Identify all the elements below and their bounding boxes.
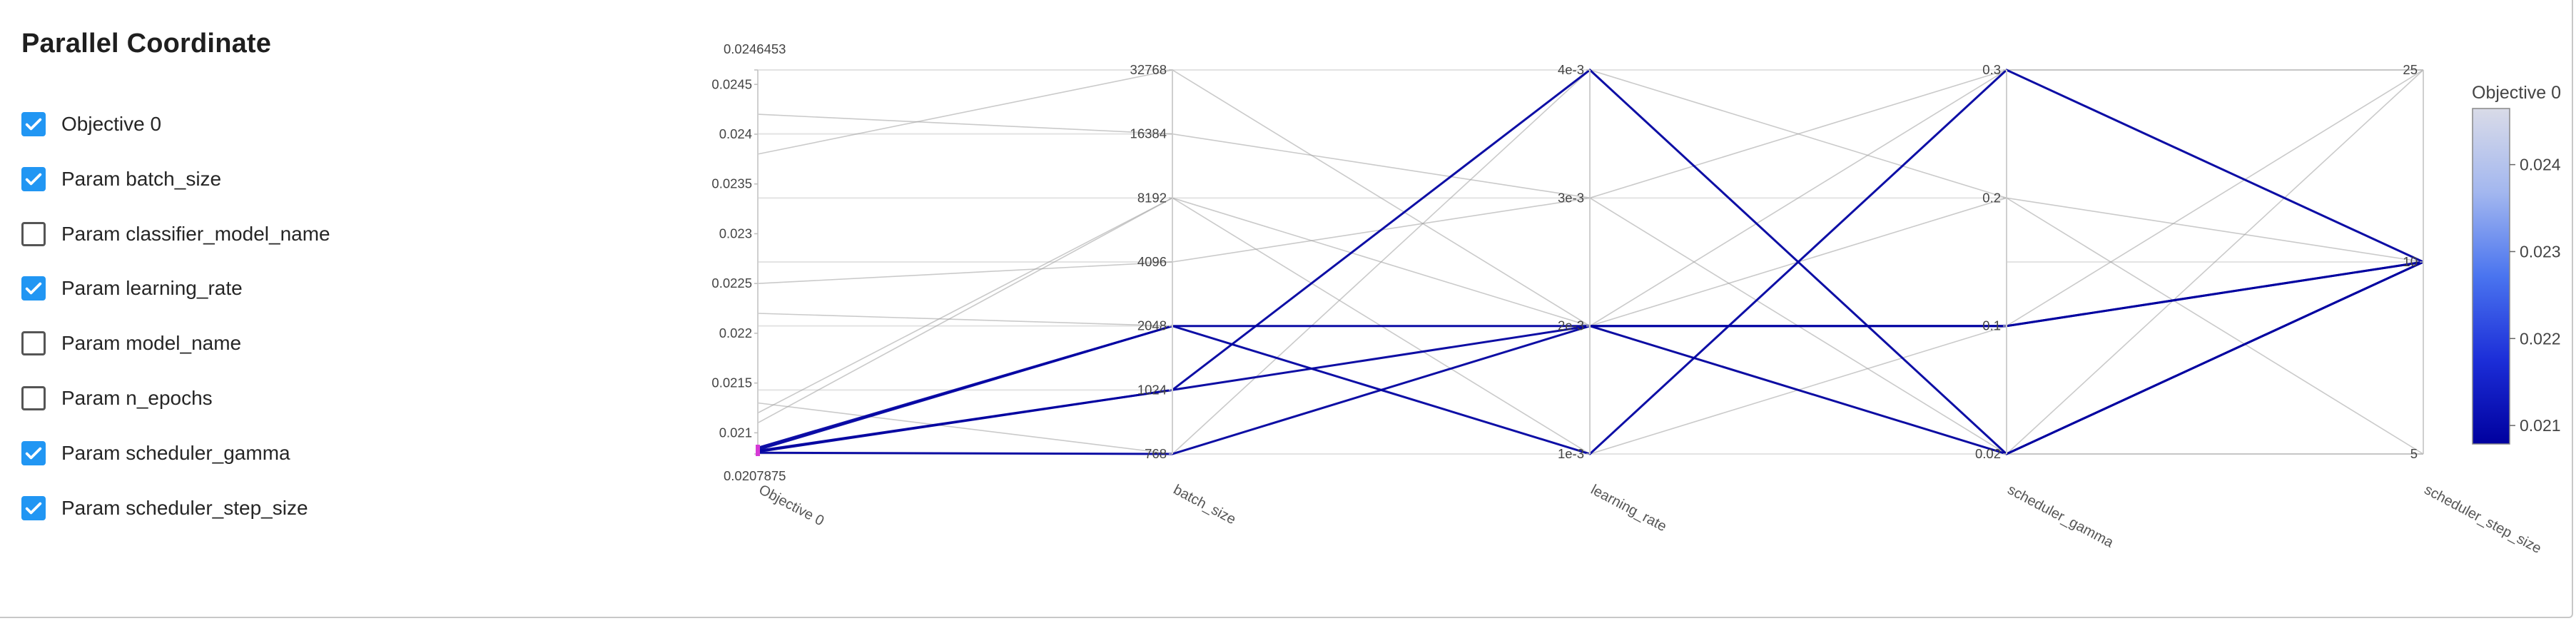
tick-label: 4096: [1137, 254, 1167, 269]
tick-label: 0.02: [1975, 446, 2001, 461]
param-label: Param model_name: [61, 332, 242, 355]
colorbar-title: Objective 0: [2472, 83, 2561, 103]
param-item[interactable]: Param n_epochs: [21, 380, 330, 417]
colorbar: Objective 0 0.024 0.023 0.022 0.021: [2472, 83, 2561, 445]
param-label: Param scheduler_gamma: [61, 441, 290, 464]
tick-label: 0.0235: [711, 176, 752, 191]
param-label: Param batch_size: [61, 167, 222, 190]
param-checkbox[interactable]: [21, 166, 46, 191]
axis-brush-marker[interactable]: [756, 445, 760, 456]
axis-batch_size: 768 1024 2048 4096 8192 16384 32768 batch_size: [1130, 62, 1239, 527]
tick-label: 0.022: [719, 325, 752, 340]
colorbar-tick-label: 0.022: [2520, 329, 2561, 348]
axis-title: scheduler_gamma: [2005, 482, 2116, 551]
tick-label: 3e-3: [1558, 190, 1584, 205]
param-label: Param classifier_model_name: [61, 222, 330, 245]
tick-label: 0.0245: [711, 76, 752, 91]
tick-label: 2e-3: [1558, 318, 1584, 333]
tick-label: 0.0225: [711, 276, 752, 291]
tick-label: 16384: [1130, 126, 1167, 141]
param-checkbox[interactable]: [21, 440, 46, 465]
colorbar-tick-label: 0.021: [2520, 416, 2561, 435]
tick-label: 0.0246453: [724, 41, 786, 56]
param-item[interactable]: Param model_name: [21, 325, 330, 362]
tick-label: 0.024: [719, 126, 752, 141]
tick-label: 0.0215: [711, 375, 752, 390]
axis-title: Objective 0: [756, 482, 827, 529]
check-icon: [25, 118, 42, 131]
tick-label: 10: [2403, 254, 2418, 269]
tick-label: 8192: [1137, 190, 1167, 205]
check-icon: [25, 502, 42, 514]
param-item[interactable]: Param scheduler_step_size: [21, 490, 330, 527]
param-item[interactable]: Param classifier_model_name: [21, 216, 330, 253]
tick-label: 32768: [1130, 62, 1167, 77]
tick-label: 0.021: [719, 425, 752, 440]
tick-label: 0.3: [1982, 62, 2001, 77]
axis-title: batch_size: [1171, 482, 1239, 527]
param-label: Objective 0: [61, 113, 162, 135]
axis-title: learning_rate: [1588, 482, 1669, 535]
colorbar-gradient: [2472, 108, 2510, 445]
param-checkbox[interactable]: [21, 112, 46, 136]
param-checkbox-list: Objective 0 Param batch_size Param classif…: [21, 106, 330, 544]
tick-label: 0.2: [1982, 190, 2001, 205]
param-item[interactable]: Param learning_rate: [21, 270, 330, 307]
param-checkbox[interactable]: [21, 385, 46, 410]
tick-label: 4e-3: [1558, 62, 1584, 77]
colorbar-tick-label: 0.024: [2520, 156, 2561, 174]
tick-label: 2048: [1137, 318, 1167, 333]
tick-label: 25: [2403, 62, 2418, 77]
panel-title: Parallel Coordinate: [21, 29, 272, 59]
param-label: Param n_epochs: [61, 386, 213, 409]
param-item[interactable]: Param batch_size: [21, 161, 330, 198]
param-label: Param learning_rate: [61, 277, 243, 300]
tick-label: 1024: [1137, 382, 1167, 397]
param-checkbox[interactable]: [21, 221, 46, 246]
check-icon: [25, 283, 42, 295]
param-label: Param scheduler_step_size: [61, 496, 308, 519]
tick-label: 0.0207875: [724, 468, 786, 483]
check-icon: [25, 447, 42, 460]
axis-title: scheduler_step_size: [2422, 482, 2544, 557]
tick-label: 5: [2410, 446, 2418, 461]
check-icon: [25, 173, 42, 186]
tick-label: 768: [1145, 446, 1167, 461]
tick-label: 0.023: [719, 226, 752, 241]
param-checkbox[interactable]: [21, 276, 46, 301]
param-item[interactable]: Param scheduler_gamma: [21, 435, 330, 472]
param-item[interactable]: Objective 0: [21, 106, 330, 143]
param-checkbox[interactable]: [21, 495, 46, 520]
colorbar-tick-label: 0.023: [2520, 242, 2561, 261]
tick-label: 1e-3: [1558, 446, 1584, 461]
axis-learning_rate: 1e-3 2e-3 3e-3 4e-3 learning_rate: [1558, 62, 1669, 535]
tick-label: 0.1: [1982, 318, 2001, 333]
axis-scheduler_gamma: 0.02 0.1 0.2 0.3 scheduler_gamma: [1975, 62, 2116, 551]
param-checkbox[interactable]: [21, 331, 46, 356]
